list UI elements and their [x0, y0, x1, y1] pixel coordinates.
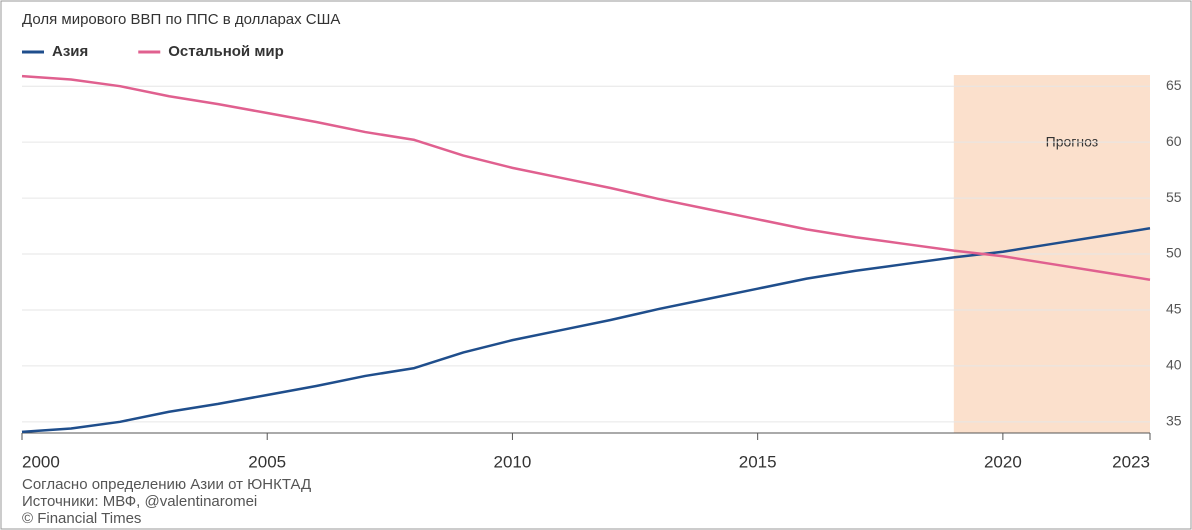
y-tick-label: 50 [1166, 245, 1182, 261]
footnote: © Financial Times [22, 510, 141, 527]
series-line [21, 74, 1151, 281]
y-tick-label: 65 [1166, 77, 1182, 93]
x-tick-label: 2010 [494, 452, 532, 471]
x-tick-label: 2005 [248, 452, 286, 471]
y-tick-label: 35 [1166, 413, 1182, 429]
x-tick-label: 2020 [984, 452, 1022, 471]
x-tick-label: 2000 [22, 452, 60, 471]
y-tick-label: 40 [1166, 357, 1182, 373]
chart-title: Доля мирового ВВП по ППС в долларах США [22, 11, 340, 28]
x-tick-label: 2023 [1112, 452, 1150, 471]
series-line [21, 227, 1151, 434]
footnote: Согласно определению Азии от ЮНКТАД [22, 476, 311, 493]
legend-label: Остальной мир [168, 43, 284, 60]
x-tick-label: 2015 [739, 452, 777, 471]
footnote: Источники: МВФ, @valentinaromei [22, 493, 257, 510]
legend-label: Азия [52, 43, 88, 60]
y-tick-label: 55 [1166, 189, 1182, 205]
y-tick-label: 60 [1166, 133, 1182, 149]
y-tick-label: 45 [1166, 301, 1182, 317]
